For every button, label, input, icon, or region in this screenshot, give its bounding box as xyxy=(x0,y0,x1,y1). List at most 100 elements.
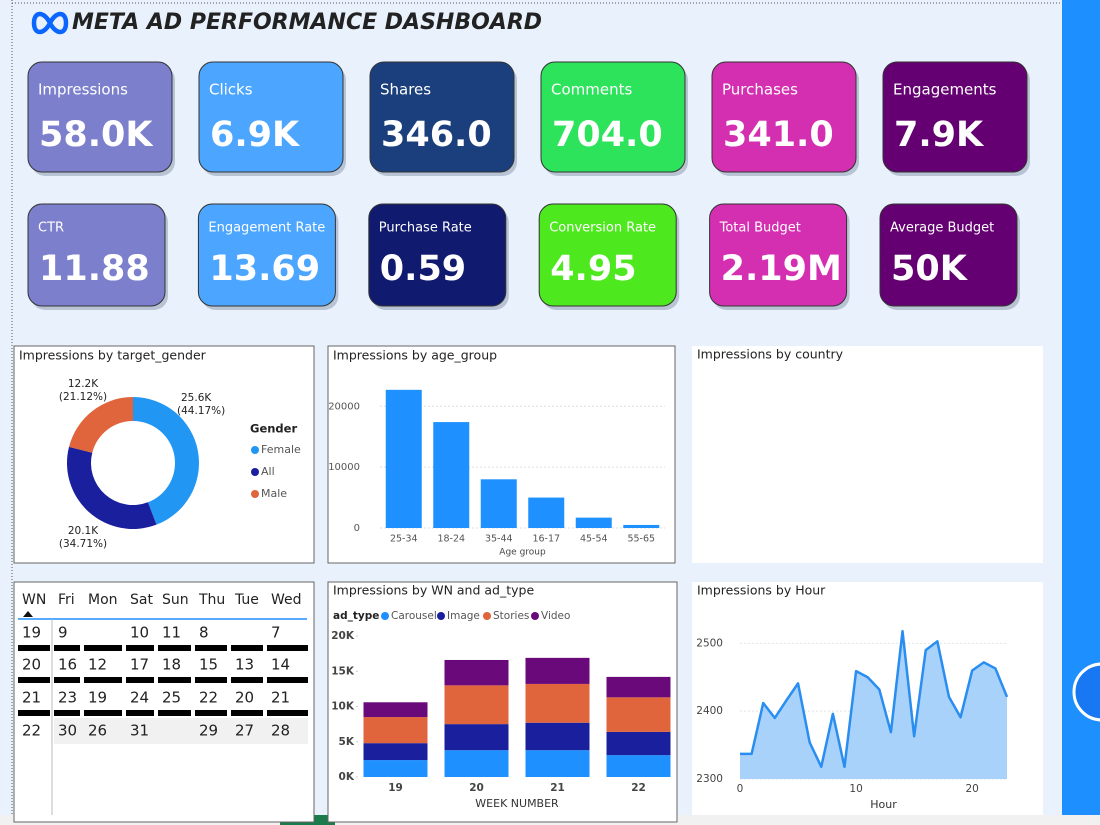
column-header: Wed xyxy=(271,592,302,608)
donut-slice xyxy=(133,397,200,525)
row-divider xyxy=(231,710,263,716)
bar-segment xyxy=(363,717,428,744)
legend-title: Gender xyxy=(250,422,297,436)
bar-segment xyxy=(444,685,509,725)
kpi-card xyxy=(882,61,1028,173)
bar-segment xyxy=(363,743,428,761)
x-tick-label: 45-54 xyxy=(580,534,608,545)
legend-swatch xyxy=(483,612,491,620)
calendar-cell: 22 xyxy=(199,689,218,707)
panel-title: Impressions by target_gender xyxy=(19,348,207,363)
bar-segment xyxy=(444,659,509,686)
calendar-cell: 11 xyxy=(162,624,181,642)
row-divider xyxy=(84,645,122,651)
calendar-cell: 8 xyxy=(199,624,209,642)
kpi-label: CTR xyxy=(38,221,64,236)
kpi-value: 11.88 xyxy=(39,249,150,289)
x-axis-label: WEEK NUMBER xyxy=(475,797,559,810)
row-divider xyxy=(126,645,154,651)
calendar-cell: 10 xyxy=(130,624,149,642)
row-divider xyxy=(267,710,308,716)
panel-title: Impressions by country xyxy=(697,347,844,362)
legend-swatch xyxy=(251,490,259,498)
x-tick-label: 55-65 xyxy=(627,534,655,545)
panel-title: Impressions by Hour xyxy=(697,583,826,598)
column-header: Mon xyxy=(88,592,118,608)
calendar-cell: 21 xyxy=(271,689,290,707)
calendar-cell: 24 xyxy=(130,689,149,707)
kpi-label: Conversion Rate xyxy=(549,221,656,236)
area-fill xyxy=(740,631,1007,779)
calendar-cell: 25 xyxy=(162,689,181,707)
legend-label: All xyxy=(261,465,275,478)
calendar-cell: 28 xyxy=(271,722,290,740)
x-tick-label: 20 xyxy=(965,783,978,795)
x-axis-label: Age group xyxy=(499,548,546,558)
donut-slice xyxy=(66,446,157,530)
calendar-cell: 9 xyxy=(58,624,68,642)
row-divider xyxy=(126,710,154,716)
legend-swatch xyxy=(251,446,259,454)
row-divider xyxy=(84,677,122,683)
kpi-value: 7.9K xyxy=(894,115,985,155)
x-tick-label: 21 xyxy=(550,782,565,794)
bar-segment xyxy=(444,724,509,751)
kpi-value: 341.0 xyxy=(723,115,834,155)
kpi-value: 0.59 xyxy=(380,249,466,289)
calendar-cell: 17 xyxy=(130,656,149,674)
kpi-card xyxy=(27,61,173,173)
calendar-cell: 31 xyxy=(130,722,149,740)
row-divider xyxy=(158,677,191,683)
calendar-cell: 30 xyxy=(58,722,77,740)
kpi-value: 2.19M xyxy=(721,249,842,289)
column-header: Thu xyxy=(198,592,225,608)
kpi-label: Average Budget xyxy=(890,221,994,236)
row-divider xyxy=(267,645,308,651)
y-tick-label: 2400 xyxy=(696,705,723,717)
calendar-cell: 18 xyxy=(162,656,181,674)
calendar-cell: 26 xyxy=(88,722,107,740)
x-tick-label: 25-34 xyxy=(390,534,418,545)
calendar-cell: 27 xyxy=(235,722,254,740)
x-tick-label: 20 xyxy=(469,782,484,794)
bar-segment xyxy=(606,731,671,756)
x-tick-label: 22 xyxy=(631,782,646,794)
kpi-value: 346.0 xyxy=(381,115,492,155)
donut-slice xyxy=(69,396,133,453)
kpi-card xyxy=(711,61,857,173)
calendar-cell: 23 xyxy=(58,689,77,707)
column-header: Sat xyxy=(130,592,153,608)
kpi-card xyxy=(709,203,848,307)
bar-segment xyxy=(606,697,671,732)
calendar-cell: 13 xyxy=(235,656,254,674)
panel xyxy=(692,346,1043,563)
bar xyxy=(528,497,565,528)
calendar-cell: 21 xyxy=(22,689,41,707)
bar-segment xyxy=(606,676,671,698)
row-divider xyxy=(54,645,80,651)
calendar-cell: 29 xyxy=(199,722,218,740)
legend-label: Male xyxy=(261,487,287,500)
kpi-value: 58.0K xyxy=(39,115,154,155)
meta-logo xyxy=(31,11,69,35)
kpi-label: Purchases xyxy=(722,81,798,99)
kpi-card xyxy=(198,61,344,173)
dashboard-title: META AD PERFORMANCE DASHBOARD xyxy=(72,10,542,35)
kpi-label: Total Budget xyxy=(719,221,801,236)
bar-segment xyxy=(606,755,671,777)
calendar-cell: 19 xyxy=(22,624,41,642)
data-label: 25.6K xyxy=(181,392,212,404)
row-divider xyxy=(195,710,227,716)
kpi-card xyxy=(540,61,686,173)
row-divider xyxy=(54,677,80,683)
bar-segment xyxy=(363,760,428,777)
kpi-value: 13.69 xyxy=(209,249,320,289)
area-line xyxy=(740,629,1009,769)
x-tick-label: 10 xyxy=(849,783,862,795)
kpi-card xyxy=(369,61,515,173)
kpi-label: Engagement Rate xyxy=(208,221,325,236)
panel-title: Impressions by WN and ad_type xyxy=(333,583,534,598)
calendar-cell: 22 xyxy=(22,722,41,740)
data-label: 20.1K xyxy=(68,525,99,537)
x-tick-label: 19 xyxy=(388,782,403,794)
